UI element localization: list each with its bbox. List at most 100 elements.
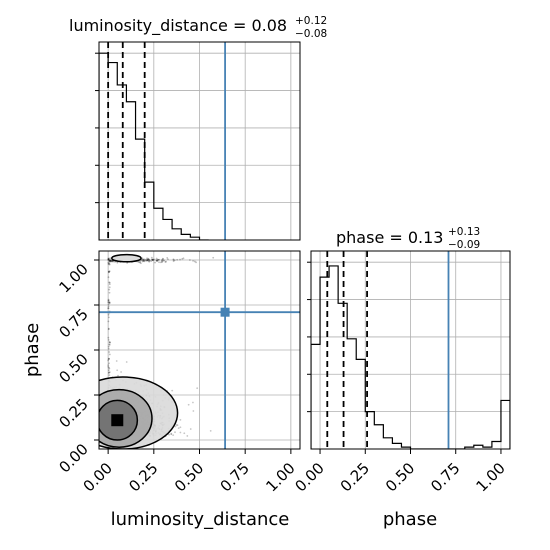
sample-point: [108, 343, 111, 346]
sample-point: [107, 307, 110, 310]
sample-point: [172, 260, 175, 263]
sample-point: [108, 259, 111, 262]
sample-point: [107, 258, 110, 260]
sample-point: [139, 260, 142, 262]
sample-point: [157, 259, 160, 261]
sample-point: [107, 257, 110, 260]
sample-point: [193, 260, 196, 263]
joint-density-truth: [99, 251, 300, 449]
sample-point: [147, 258, 150, 261]
sample-point: [108, 301, 111, 304]
sample-point: [107, 303, 110, 306]
sample-point: [142, 259, 145, 262]
sample-point: [150, 260, 153, 263]
luminosity-distance-title: luminosity_distance = 0.08: [69, 16, 287, 36]
sample-point: [176, 258, 179, 261]
sample-point: [189, 428, 192, 430]
sample-point: [147, 258, 150, 261]
sample-point: [161, 260, 163, 263]
sample-point: [143, 259, 145, 262]
sample-point: [145, 259, 147, 262]
x-tick-label: 0.25: [125, 459, 161, 495]
sample-point: [108, 262, 111, 265]
sample-point: [142, 259, 145, 261]
sample-point: [179, 431, 182, 434]
sample-point: [146, 259, 148, 262]
y-axis-label-phase: phase: [22, 323, 43, 377]
sample-point: [159, 261, 162, 264]
sample-point: [107, 259, 110, 261]
sample-point: [107, 358, 110, 361]
phase-title: phase = 0.13: [336, 228, 443, 247]
sample-point: [146, 258, 149, 261]
sample-point: [151, 258, 153, 261]
sample-point: [144, 259, 146, 262]
sample-point: [212, 256, 215, 259]
sample-point: [107, 271, 110, 274]
x-tick-label: 1.00: [472, 459, 508, 495]
sample-point: [107, 263, 110, 265]
sample-point: [161, 260, 163, 263]
sample-point: [109, 259, 111, 261]
sample-point: [141, 259, 143, 262]
sample-point: [108, 262, 110, 265]
sample-point: [174, 425, 177, 428]
phase-histogram-grid: [311, 251, 510, 449]
sample-point: [162, 258, 164, 261]
phase-histogram-step: [311, 265, 510, 449]
sample-point: [172, 259, 175, 261]
x-tick-label: 0.00: [292, 459, 328, 495]
sample-point: [108, 301, 111, 304]
sample-point: [107, 258, 110, 261]
sample-point: [120, 371, 122, 373]
sample-point: [152, 258, 155, 261]
sample-point: [107, 301, 110, 304]
sample-point: [151, 259, 154, 262]
x-tick-label: 0.25: [337, 459, 373, 495]
sample-point: [148, 259, 151, 262]
sample-point: [117, 374, 119, 377]
sample-point: [108, 259, 111, 262]
sample-point: [146, 257, 148, 260]
sample-point: [166, 256, 169, 259]
luminosity-distance-quantile-lines: [107, 42, 146, 240]
sample-point: [139, 262, 142, 265]
x-axis-label-luminosity-distance: luminosity_distance: [111, 509, 290, 530]
sample-point: [108, 302, 111, 305]
sample-point: [107, 316, 110, 319]
sample-point: [148, 258, 151, 261]
sample-point: [108, 371, 110, 374]
sample-point: [148, 260, 151, 263]
sample-point: [107, 270, 110, 273]
sample-point: [107, 327, 110, 330]
sample-point: [111, 260, 114, 263]
sample-point: [146, 259, 149, 262]
y-tick-label: 0.25: [55, 395, 91, 431]
sample-point: [163, 259, 166, 262]
luminosity-distance-histogram-panel: luminosity_distance = 0.08 +0.12 −0.08: [69, 15, 327, 241]
luminosity-distance-histogram-grid: [99, 42, 300, 240]
sample-point: [107, 262, 110, 264]
sample-point: [112, 260, 114, 263]
sample-point: [108, 374, 111, 377]
sample-point: [156, 259, 159, 262]
luminosity-distance-histogram-y-ticks: [95, 52, 99, 204]
sample-point: [148, 259, 151, 262]
sample-point: [196, 387, 199, 390]
sample-point: [107, 345, 110, 348]
sample-point: [107, 305, 110, 308]
sample-point: [107, 258, 110, 260]
sample-point: [116, 369, 119, 372]
sample-point: [165, 260, 167, 263]
sample-point: [175, 424, 178, 426]
sample-point: [181, 258, 184, 260]
sample-point: [209, 429, 212, 432]
sample-point: [156, 259, 158, 262]
joint-density-panel: 0.00 0.25 0.50 0.75 1.00 0.000.250.500.751.0…: [22, 250, 301, 530]
sample-point: [109, 259, 111, 262]
phase-title-minus: −0.09: [448, 239, 480, 251]
y-tick-label: 0.50: [55, 350, 91, 386]
sample-point: [145, 258, 148, 261]
sample-point: [172, 434, 175, 437]
sample-point: [110, 259, 113, 262]
